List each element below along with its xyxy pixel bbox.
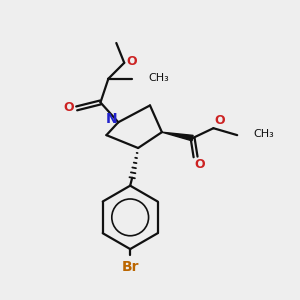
Text: O: O [194,158,205,171]
Text: CH₃: CH₃ [148,73,169,83]
Text: CH₃: CH₃ [253,129,274,139]
Text: O: O [63,101,74,114]
Text: O: O [214,114,225,127]
Text: Br: Br [122,260,139,274]
Polygon shape [162,132,193,141]
Text: O: O [127,55,137,68]
Text: N: N [106,112,117,126]
